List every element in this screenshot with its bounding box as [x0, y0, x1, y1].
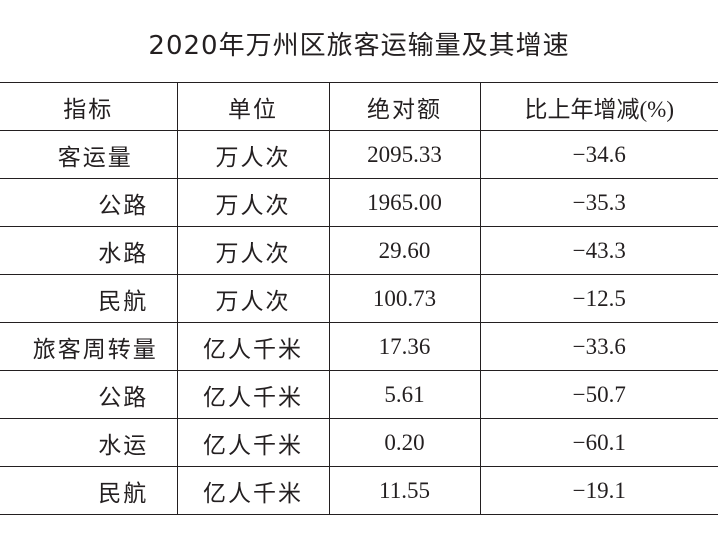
row-unit: 万人次 — [176, 226, 330, 275]
row-unit: 万人次 — [176, 274, 330, 323]
row-indicator: 民航 — [0, 274, 178, 323]
row-change-percent: −35.3 — [479, 178, 718, 227]
row-indicator: 公路 — [0, 370, 178, 419]
row-absolute-value: 1965.00 — [328, 178, 481, 227]
row-change-percent: −33.6 — [479, 322, 718, 371]
column-header-change: 比上年增减(%) — [479, 82, 718, 131]
row-change-percent: −43.3 — [479, 226, 718, 275]
row-indicator: 水运 — [0, 418, 178, 467]
row-unit: 亿人千米 — [176, 322, 330, 371]
row-change-percent: −19.1 — [479, 466, 718, 515]
column-header-unit: 单位 — [176, 82, 330, 131]
row-indicator: 水路 — [0, 226, 178, 275]
table-row: 水路 万人次 29.60 −43.3 — [0, 226, 718, 275]
row-change-percent: −34.6 — [479, 130, 718, 179]
table-row: 水运 亿人千米 0.20 −60.1 — [0, 418, 718, 467]
passenger-transport-table: 指标 单位 绝对额 比上年增减(%) 客运量 万人次 2095.33 −34.6… — [0, 82, 718, 515]
row-indicator: 客运量 — [0, 130, 178, 179]
row-absolute-value: 17.36 — [328, 322, 481, 371]
row-unit: 万人次 — [176, 178, 330, 227]
column-header-absolute: 绝对额 — [328, 82, 481, 131]
row-absolute-value: 11.55 — [328, 466, 481, 515]
column-header-indicator: 指标 — [0, 82, 178, 131]
row-unit: 亿人千米 — [176, 466, 330, 515]
table-header-row: 指标 单位 绝对额 比上年增减(%) — [0, 82, 718, 131]
row-absolute-value: 5.61 — [328, 370, 481, 419]
table-row: 客运量 万人次 2095.33 −34.6 — [0, 130, 718, 179]
table-title: 2020年万州区旅客运输量及其增速 — [148, 31, 570, 61]
row-unit: 亿人千米 — [176, 370, 330, 419]
row-indicator: 旅客周转量 — [0, 322, 178, 371]
row-indicator: 民航 — [0, 466, 178, 515]
row-absolute-value: 0.20 — [328, 418, 481, 467]
row-change-percent: −60.1 — [479, 418, 718, 467]
row-absolute-value: 100.73 — [328, 274, 481, 323]
row-change-percent: −12.5 — [479, 274, 718, 323]
table-row: 民航 万人次 100.73 −12.5 — [0, 274, 718, 323]
row-absolute-value: 2095.33 — [328, 130, 481, 179]
row-change-percent: −50.7 — [479, 370, 718, 419]
row-unit: 亿人千米 — [176, 418, 330, 467]
row-absolute-value: 29.60 — [328, 226, 481, 275]
table-row: 公路 亿人千米 5.61 −50.7 — [0, 370, 718, 419]
row-unit: 万人次 — [176, 130, 330, 179]
row-indicator: 公路 — [0, 178, 178, 227]
table-row: 民航 亿人千米 11.55 −19.1 — [0, 466, 718, 515]
table-row: 公路 万人次 1965.00 −35.3 — [0, 178, 718, 227]
table-row: 旅客周转量 亿人千米 17.36 −33.6 — [0, 322, 718, 371]
